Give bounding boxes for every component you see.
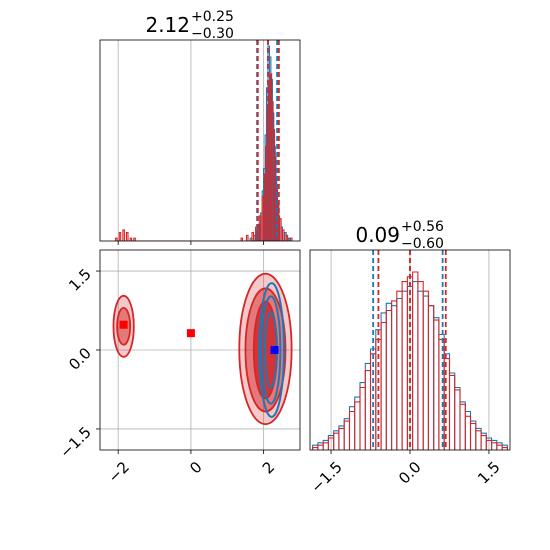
marginal-param0-title-value: 2.12 [145, 13, 190, 37]
joint-y-ticks-label-2: 1.5 [65, 265, 95, 295]
joint-series-a-contour-1 [260, 295, 282, 405]
marginal-param0-plot-area [115, 40, 293, 241]
marginal-param0-title-plus: +0.25 [191, 9, 234, 25]
joint-series-b-point-1 [186, 329, 195, 338]
joint-y-ticks-label-0: −1.5 [56, 423, 94, 461]
joint-series-a-point-0 [270, 346, 279, 354]
marginal-param1-x-ticks-label-2: 1.5 [474, 458, 504, 488]
marginal-param1-title-minus: −0.60 [401, 236, 444, 252]
joint-x-ticks-label-1: 0 [186, 458, 205, 477]
joint-series-b-point-0 [119, 320, 128, 329]
marginal-param1-x-ticks-label-0: −1.5 [307, 458, 345, 496]
marginal-param0-title: 2.12 +0.25−0.30 [145, 9, 233, 42]
marginal-param1-panel [309, 249, 511, 451]
marginal-param1-x-ticks-label-1: 0.0 [395, 458, 425, 488]
marginal-param1-title: 0.09 +0.56−0.60 [355, 219, 444, 252]
marginal-param0-panel [99, 39, 301, 242]
joint-x-ticks-label-2: 2 [259, 458, 278, 477]
joint-y-ticks-label-1: 0.0 [65, 344, 95, 374]
marginal-param0-frame [99, 39, 301, 242]
joint-x-ticks-label-0: −2 [105, 458, 133, 486]
marginal-param1-title-plus: +0.56 [401, 219, 444, 235]
marginal-param1-title-value: 0.09 [355, 223, 400, 247]
marginal-param1-x-ticks: −1.5 0.0 1.5 [307, 450, 504, 497]
marginal-param0-title-minus: −0.30 [191, 26, 234, 42]
marginal-param0-series-a-hist [249, 45, 291, 241]
joint-panel [99, 249, 301, 451]
joint-series-a-contour-0 [258, 282, 285, 418]
marginal-param1-plot-area [312, 250, 508, 450]
marginal-param0-series-b-hist [115, 73, 293, 241]
joint-y-ticks: −1.5 0.0 1.5 [56, 265, 100, 462]
joint-x-ticks: −2 0 2 [105, 450, 278, 486]
joint-plot-area [100, 250, 300, 450]
